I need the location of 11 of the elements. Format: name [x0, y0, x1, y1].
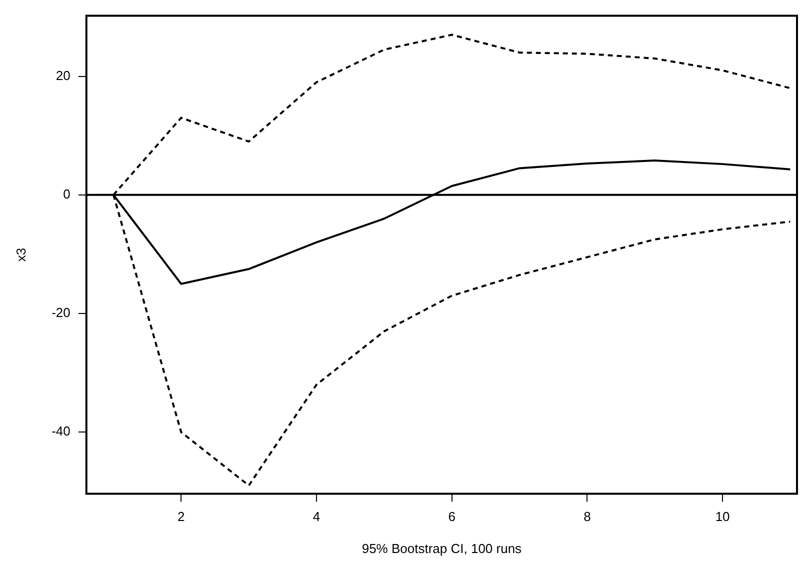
x-tick-label: 10 — [715, 509, 730, 524]
x-tick-label: 2 — [178, 509, 185, 524]
y-tick-label: -40 — [52, 424, 70, 439]
x-tick-label: 6 — [448, 509, 456, 524]
x-tick-label: 4 — [312, 509, 320, 524]
x-tick-label: 8 — [584, 509, 591, 524]
y-tick-label: 20 — [56, 68, 70, 83]
x-axis-title: 95% Bootstrap CI, 100 runs — [362, 540, 522, 556]
y-axis-title: x3 — [13, 248, 28, 262]
y-tick-label: -20 — [52, 305, 70, 320]
y-tick-label: 0 — [63, 186, 70, 202]
